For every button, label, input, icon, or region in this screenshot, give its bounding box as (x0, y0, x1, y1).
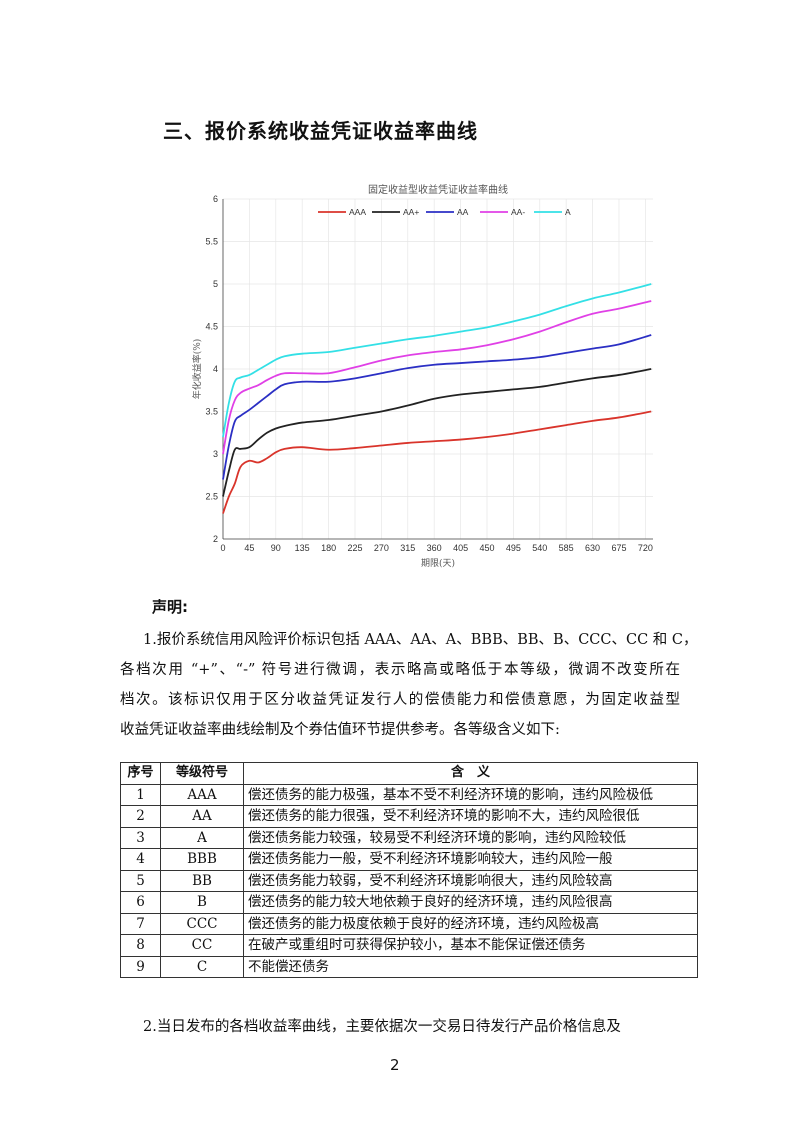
header-rating: 等级符号 (160, 762, 244, 785)
table-row: 8 CC 在破产或重组时可获得保护较小，基本不能保证偿还债务 (120, 934, 698, 957)
cell-rating: AAA (160, 783, 244, 806)
legend-label: AA (457, 207, 469, 217)
x-axis-label: 期限(天) (421, 558, 455, 569)
series-line-3 (222, 300, 652, 455)
x-tick-label: 585 (559, 543, 574, 553)
section-heading: 三、报价系统收益凭证收益率曲线 (163, 119, 478, 143)
x-tick-label: 405 (453, 543, 468, 553)
y-tick-label: 5.5 (205, 237, 218, 247)
cell-meaning: 偿还债务能力较强，较易受不利经济环境的影响，违约风险较低 (243, 826, 698, 849)
x-tick-label: 45 (244, 543, 254, 553)
table-row: 2 AA 偿还债务的能力很强，受不利经济环境的影响不大，违约风险很低 (120, 805, 698, 828)
cell-rating: CCC (160, 912, 244, 935)
x-tick-label: 90 (271, 543, 281, 553)
y-tick-label: 5 (213, 279, 218, 289)
y-tick-label: 4.5 (205, 322, 218, 332)
table-row: 1 AAA 偿还债务的能力极强，基本不受不利经济环境的影响，违约风险极低 (120, 783, 698, 806)
cell-index: 3 (120, 826, 161, 849)
series-line-4 (222, 283, 652, 438)
cell-rating: A (160, 826, 244, 849)
x-tick-label: 225 (347, 543, 362, 553)
cell-index: 6 (120, 891, 161, 914)
cell-index: 2 (120, 805, 161, 828)
x-tick-label: 135 (295, 543, 310, 553)
y-tick-label: 4 (213, 364, 218, 374)
cell-rating: BB (160, 869, 244, 892)
series-line-0 (222, 410, 652, 514)
cell-meaning: 在破产或重组时可获得保护较小，基本不能保证偿还债务 (243, 934, 698, 957)
cell-index: 5 (120, 869, 161, 892)
paragraph-line: 2.当日发布的各档收益率曲线，主要依据次一交易日待发行产品价格信息及 (143, 1019, 621, 1035)
yield-curve-chart: 0 45 90 135 180 225 270 315 360 405 450 495 540 585 63… (191, 183, 653, 569)
y-tick-label: 3.5 (205, 407, 218, 417)
x-tick-label: 630 (585, 543, 600, 553)
x-tick-label: 270 (374, 543, 389, 553)
x-tick-label: 315 (400, 543, 415, 553)
paragraph-line: 各档次用 “+”、“-” 符号进行微调，表示略高或略低于本等级，微调不改变所在 (120, 662, 680, 678)
cell-rating: CC (160, 934, 244, 957)
table-row: 3 A 偿还债务能力较强，较易受不利经济环境的影响，违约风险较低 (120, 826, 698, 849)
cell-meaning: 不能偿还债务 (243, 955, 698, 978)
table-row: 6 B 偿还债务的能力较大地依赖于良好的经济环境，违约风险很高 (120, 891, 698, 914)
cell-meaning: 偿还债务的能力很强，受不利经济环境的影响不大，违约风险很低 (243, 805, 698, 828)
y-tick-label: 2 (213, 534, 218, 544)
cell-index: 4 (120, 848, 161, 871)
cell-meaning: 偿还债务的能力较大地依赖于良好的经济环境，违约风险很高 (243, 891, 698, 914)
table-header-row: 序号 等级符号 含 义 (120, 762, 698, 785)
cell-index: 7 (120, 912, 161, 935)
x-tick-label: 540 (532, 543, 547, 553)
cell-meaning: 偿还债务能力一般，受不利经济环境影响较大，违约风险一般 (243, 848, 698, 871)
x-tick-label: 180 (321, 543, 336, 553)
paragraph-line: 档次。该标识仅用于区分收益凭证发行人的偿债能力和偿债意愿，为固定收益型 (120, 692, 680, 708)
header-meaning: 含 义 (243, 762, 698, 785)
declaration-paragraph-2: 2.当日发布的各档收益率曲线，主要依据次一交易日待发行产品价格信息及 (120, 1012, 680, 1042)
cell-meaning: 偿还债务的能力极度依赖于良好的经济环境，违约风险极高 (243, 912, 698, 935)
chart-title: 固定收益型收益凭证收益率曲线 (368, 183, 508, 196)
series-line-2 (222, 334, 652, 480)
x-tick-label: 0 (220, 543, 225, 553)
x-tick-label: 450 (479, 543, 494, 553)
paragraph-line: 1.报价系统信用风险评价标识包括 AAA、AA、A、BBB、BB、B、CCC、C… (143, 632, 698, 648)
page-number: 2 (390, 1056, 400, 1074)
cell-rating: C (160, 955, 244, 978)
cell-rating: AA (160, 805, 244, 828)
x-tick-label: 495 (506, 543, 521, 553)
table-row: 4 BBB 偿还债务能力一般，受不利经济环境影响较大，违约风险一般 (120, 848, 698, 871)
declaration-paragraph-1: 1.报价系统信用风险评价标识包括 AAA、AA、A、BBB、BB、B、CCC、C… (120, 625, 698, 745)
y-axis-label: 年化收益率(%) (191, 339, 203, 400)
cell-meaning: 偿还债务能力较弱，受不利经济环境影响很大，违约风险较高 (243, 869, 698, 892)
cell-index: 9 (120, 955, 161, 978)
declaration-title: 声明: (152, 598, 188, 616)
header-index: 序号 (120, 762, 161, 785)
x-tick-label: 675 (611, 543, 626, 553)
legend-label: AA+ (403, 207, 419, 217)
cell-meaning: 偿还债务的能力极强，基本不受不利经济环境的影响，违约风险极低 (243, 783, 698, 806)
table-row: 5 BB 偿还债务能力较弱，受不利经济环境影响很大，违约风险较高 (120, 869, 698, 892)
rating-table: 序号 等级符号 含 义 1 AAA 偿还债务的能力极强，基本不受不利经济环境的影响，… (120, 762, 698, 978)
x-tick-label: 360 (427, 543, 442, 553)
y-tick-label: 6 (213, 194, 218, 204)
y-tick-label: 2.5 (205, 492, 218, 502)
table-row: 9 C 不能偿还债务 (120, 955, 698, 978)
cell-index: 8 (120, 934, 161, 957)
x-tick-label: 720 (638, 543, 653, 553)
cell-rating: B (160, 891, 244, 914)
cell-index: 1 (120, 783, 161, 806)
y-tick-label: 3 (213, 449, 218, 459)
paragraph-line: 收益凭证收益率曲线绘制及个券估值环节提供参考。各等级含义如下: (120, 722, 560, 738)
table-row: 7 CCC 偿还债务的能力极度依赖于良好的经济环境，违约风险极高 (120, 912, 698, 935)
legend-label: AAA (349, 207, 366, 217)
series-line-1 (222, 368, 652, 497)
cell-rating: BBB (160, 848, 244, 871)
legend-label: AA- (511, 207, 525, 217)
legend-label: A (565, 207, 571, 217)
